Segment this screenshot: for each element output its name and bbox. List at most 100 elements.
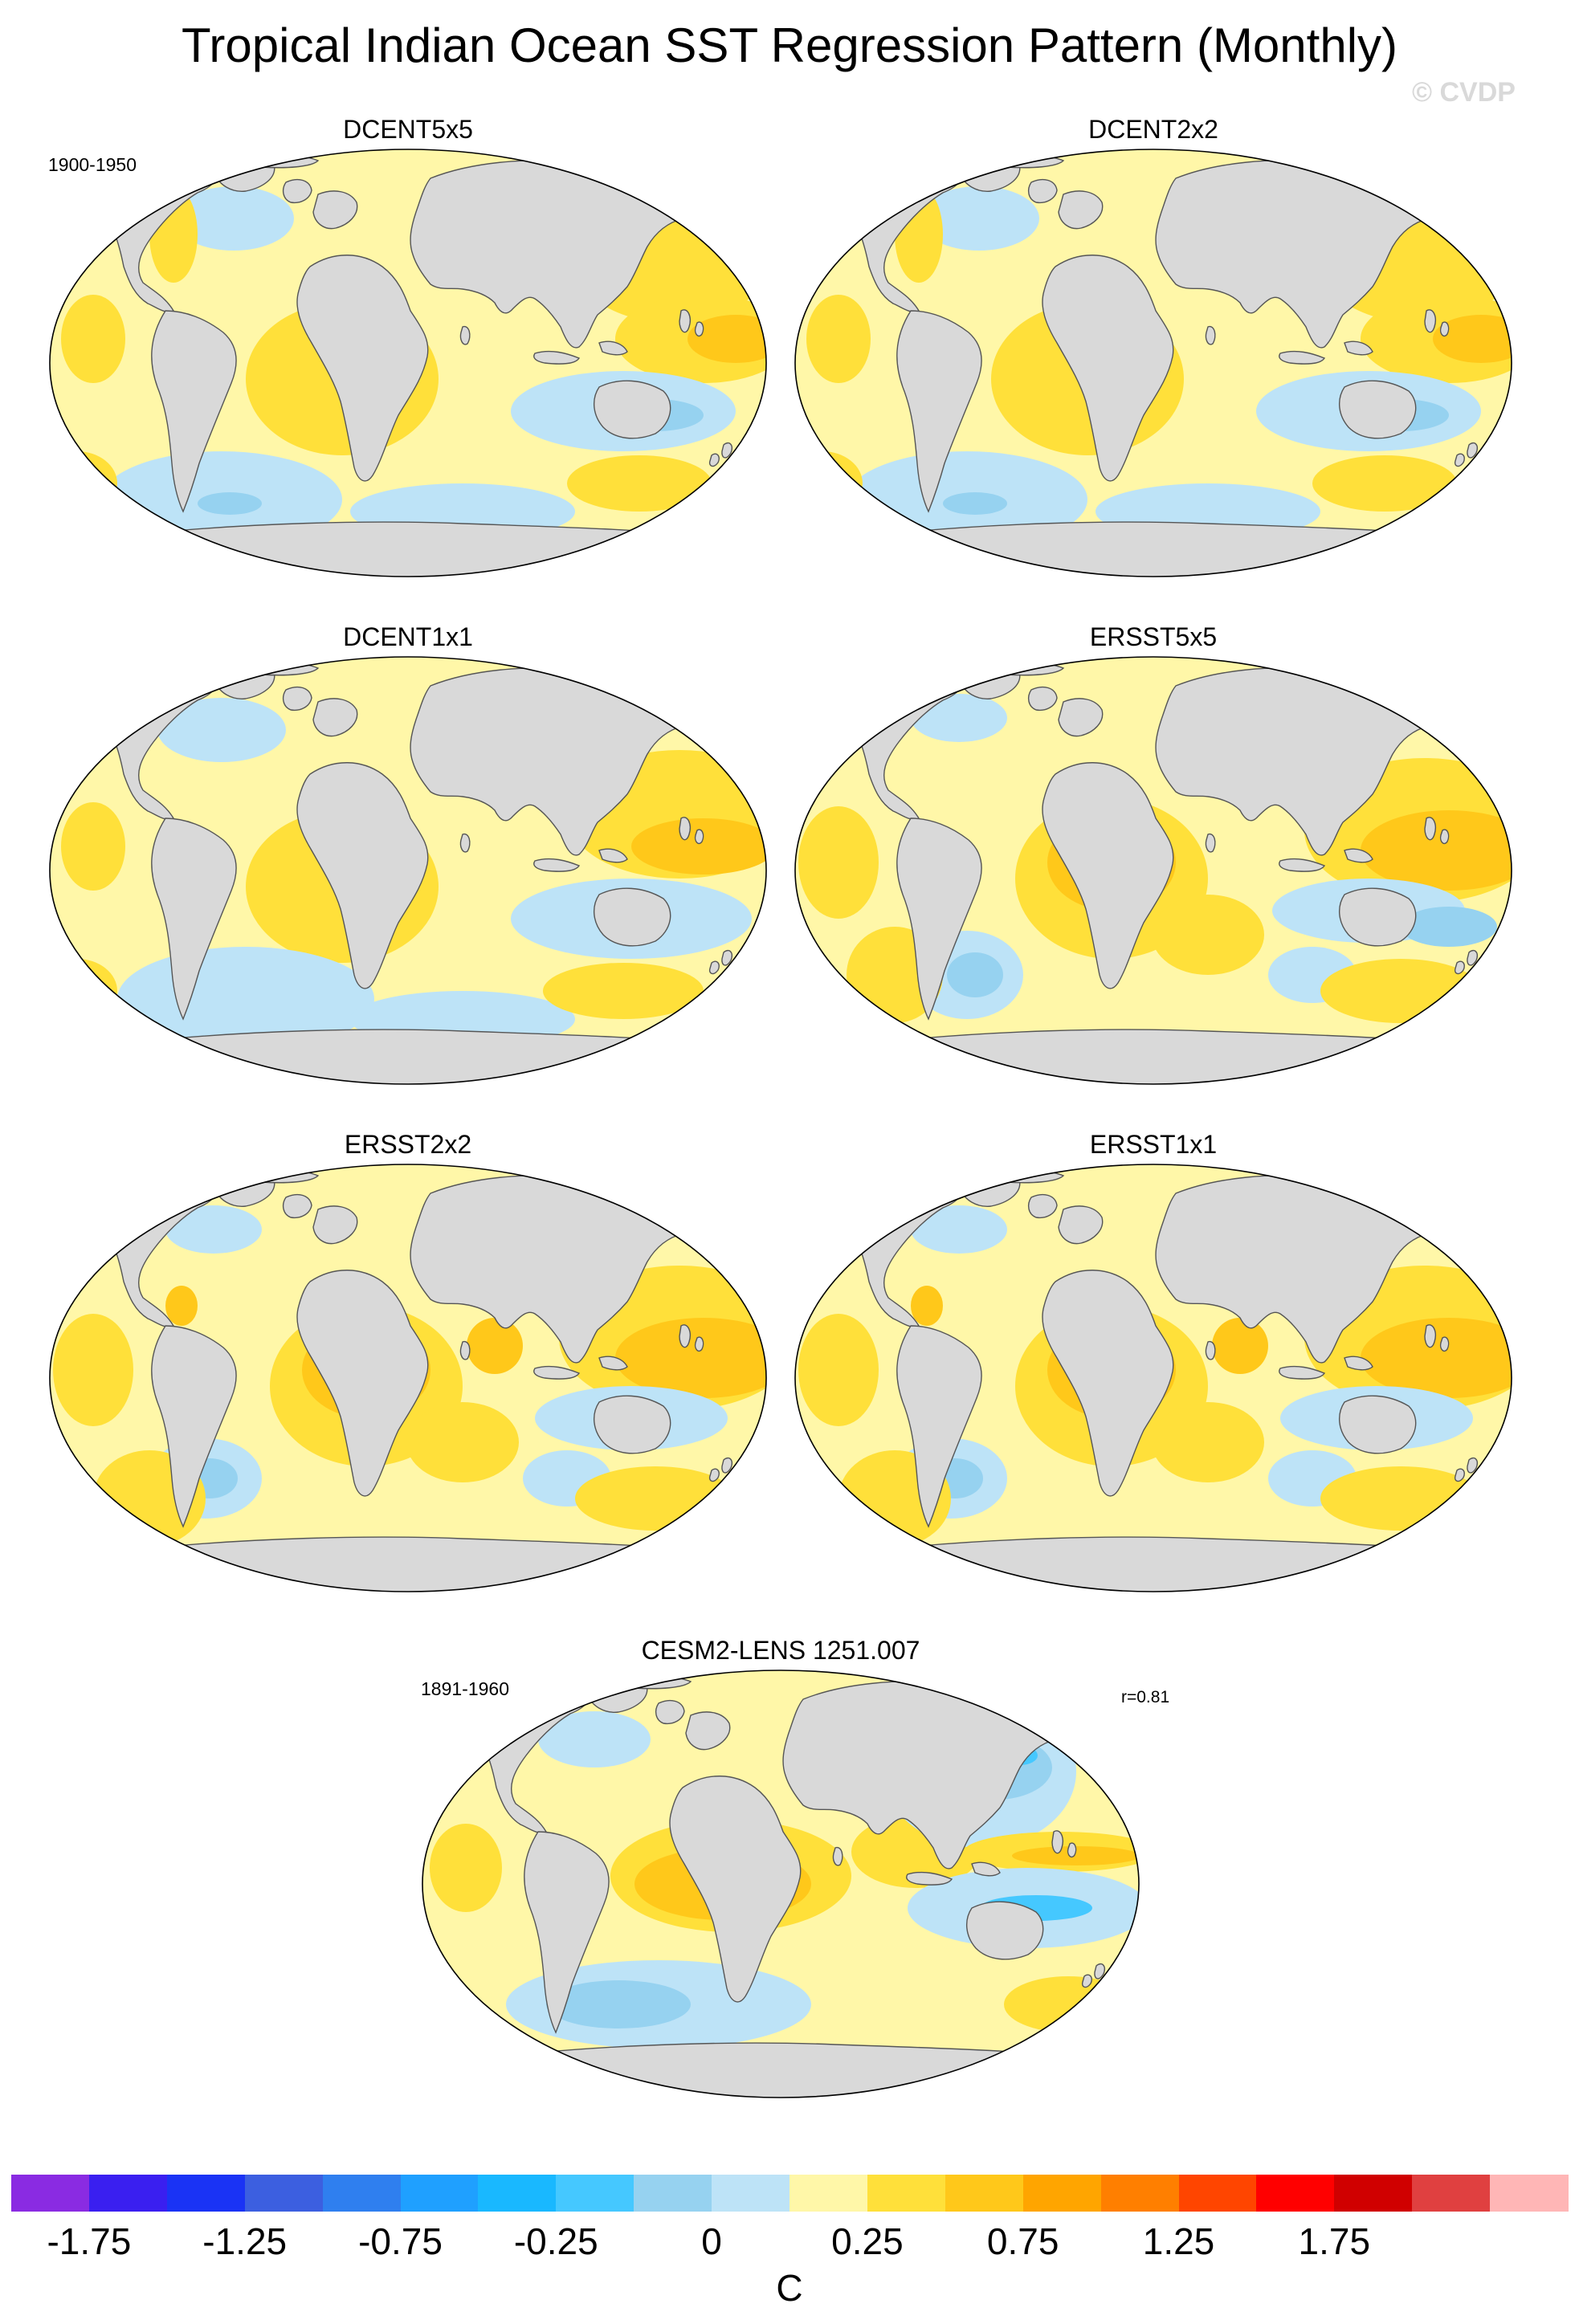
land-mass xyxy=(296,1270,429,1497)
land-mass xyxy=(244,153,320,169)
sst-anomaly-region xyxy=(1361,1318,1512,1398)
sst-anomaly-region xyxy=(895,186,943,283)
land-mass xyxy=(906,1871,953,1886)
land-mass xyxy=(655,1699,685,1725)
land-mass xyxy=(708,1468,720,1482)
colorbar-tick-label: -0.75 xyxy=(358,2220,443,2262)
land-mass xyxy=(1339,887,1417,947)
land-mass xyxy=(1081,1974,1092,1988)
map-border xyxy=(794,1164,1512,1592)
colorbar-swatch xyxy=(634,2175,712,2212)
sst-anomaly-region xyxy=(173,186,294,251)
panel-title: ERSST1x1 xyxy=(1089,1130,1218,1159)
sst-anomaly-region xyxy=(165,1205,262,1254)
colorbar-swatch xyxy=(1022,2175,1102,2212)
sst-anomaly-region xyxy=(919,186,1039,251)
land-mass xyxy=(598,1356,628,1371)
land-mass xyxy=(1454,960,1465,975)
land-mass xyxy=(694,321,704,337)
land-mass xyxy=(1027,686,1058,711)
land-mass xyxy=(679,817,691,841)
panel-title: DCENT5x5 xyxy=(343,115,473,144)
colorbar-swatch xyxy=(556,2175,634,2212)
figure-title: Tropical Indian Ocean SST Regression Pat… xyxy=(181,18,1398,72)
land-mass xyxy=(989,661,1065,676)
sst-anomaly-region xyxy=(543,963,704,1019)
model-period-label: 1891-1960 xyxy=(421,1678,509,1699)
land-mass xyxy=(896,1325,982,1528)
land-mass xyxy=(459,325,471,345)
land-mass xyxy=(296,762,429,989)
map-panel-dcent1x1: DCENT1x1 xyxy=(45,622,771,1091)
land-mass xyxy=(617,1674,692,1690)
colorbar-swatch xyxy=(478,2175,557,2212)
land-mass xyxy=(1058,190,1104,230)
land-mass xyxy=(832,1846,843,1866)
colorbar-swatch xyxy=(1412,2175,1491,2212)
land-mass xyxy=(598,848,628,863)
colorbar-tick-label: 0 xyxy=(701,2220,722,2262)
colorbar-swatch xyxy=(244,2175,324,2212)
map-border xyxy=(422,1670,1140,2098)
colorbar xyxy=(11,2175,1569,2212)
sst-anomaly-region xyxy=(53,1314,133,1426)
land-mass xyxy=(1094,1963,1105,1979)
land-mass xyxy=(721,442,732,459)
sst-anomaly-region xyxy=(430,1824,502,1912)
land-mass xyxy=(459,1340,471,1360)
land-mass xyxy=(151,1325,237,1528)
land-mass xyxy=(721,1457,732,1474)
sst-anomaly-region xyxy=(631,818,766,875)
land-mass xyxy=(989,1168,1065,1184)
colorbar-swatch xyxy=(166,2175,246,2212)
robinson-map xyxy=(794,656,1512,1085)
panel-title: CESM2-LENS 1251.007 xyxy=(641,1636,920,1665)
land-mass xyxy=(694,829,704,845)
land-mass xyxy=(312,1205,358,1245)
cvdp-watermark: © CVDP xyxy=(1412,77,1516,108)
land-mass xyxy=(896,310,982,513)
colorbar-swatch xyxy=(88,2175,168,2212)
colorbar-swatch xyxy=(790,2175,868,2212)
map-border xyxy=(794,656,1512,1085)
land-mass xyxy=(708,453,720,467)
land-mass xyxy=(1467,949,1478,966)
sst-anomaly-region xyxy=(911,1286,943,1326)
land-mass xyxy=(594,1395,671,1454)
land-mass xyxy=(282,178,312,204)
land-mass xyxy=(1051,1830,1063,1854)
land-mass xyxy=(669,1776,802,2003)
land-mass xyxy=(679,309,691,333)
land-mass xyxy=(1439,1336,1450,1352)
colorbar-swatch xyxy=(400,2175,479,2212)
land-mass xyxy=(971,1861,1001,1877)
land-mass xyxy=(966,1901,1044,1960)
land-mass xyxy=(1344,340,1373,356)
land-mass xyxy=(296,255,429,482)
colorbar-unit: C xyxy=(776,2267,803,2309)
sst-anomaly-region xyxy=(1152,895,1264,975)
land-mass xyxy=(694,1336,704,1352)
sst-anomaly-region xyxy=(165,1286,198,1326)
colorbar-tick-label: 1.75 xyxy=(1298,2220,1371,2262)
land-mass xyxy=(708,960,720,975)
sst-anomaly-region xyxy=(798,1314,879,1426)
land-mass xyxy=(1439,829,1450,845)
sst-anomaly-region xyxy=(1312,455,1457,512)
land-mass xyxy=(282,1193,312,1219)
sst-anomaly-region xyxy=(947,952,1003,997)
land-mass xyxy=(1339,1395,1417,1454)
panel-title: DCENT2x2 xyxy=(1088,115,1218,144)
sst-anomaly-region xyxy=(198,492,262,515)
land-mass xyxy=(721,949,732,966)
land-mass xyxy=(1205,833,1216,853)
colorbar-swatch xyxy=(1256,2175,1335,2212)
land-mass xyxy=(594,887,671,947)
land-mass xyxy=(1042,1270,1174,1497)
land-mass xyxy=(1439,321,1450,337)
map-border xyxy=(49,1164,767,1592)
robinson-map xyxy=(794,149,1512,577)
sst-anomaly-region xyxy=(795,1916,940,1996)
map-panel-dcent5x5: DCENT5x5 xyxy=(45,115,771,583)
sst-anomaly-region xyxy=(1212,1318,1268,1374)
